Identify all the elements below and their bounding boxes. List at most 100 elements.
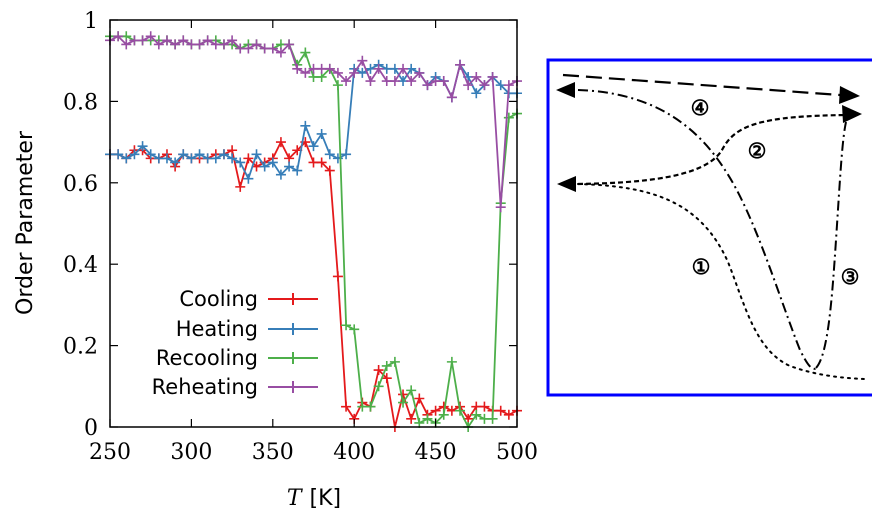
data-point-heating <box>137 141 148 152</box>
data-point-reheating <box>243 43 254 54</box>
data-point-heating <box>178 149 189 160</box>
data-point-cooling <box>275 137 286 148</box>
x-tick-label: 350 <box>252 440 294 465</box>
data-point-heating <box>267 157 278 168</box>
legend-marker-cooling <box>287 293 299 305</box>
data-point-recooling <box>300 47 311 58</box>
data-point-heating <box>251 149 262 160</box>
legend-marker-heating <box>287 323 299 335</box>
legend-label-cooling: Cooling <box>179 287 258 311</box>
arrowhead-1-left <box>556 82 575 98</box>
data-point-reheating <box>365 76 376 87</box>
data-point-reheating <box>471 71 482 82</box>
y-tick-label: 0.4 <box>63 253 98 278</box>
data-point-heating <box>308 141 319 152</box>
order-parameter-chart: 250 300 350 400 450 500 0 0.2 0.4 0.6 0.8 1 Order P… <box>13 9 538 511</box>
data-point-reheating <box>178 35 189 46</box>
data-point-reheating <box>341 76 352 87</box>
data-point-heating <box>316 128 327 139</box>
legend-label-heating: Heating <box>176 317 258 341</box>
curve-1-dotted <box>577 183 865 380</box>
ticks-layer: 250 300 350 400 450 500 0 0.2 0.4 0.6 0.8 1 <box>63 9 538 465</box>
data-point-cooling <box>406 413 417 424</box>
data-point-reheating <box>414 67 425 78</box>
data-point-cooling <box>235 181 246 192</box>
data-point-recooling <box>406 385 417 396</box>
data-point-reheating <box>218 39 229 50</box>
data-point-recooling <box>332 80 343 91</box>
legend-marker-reheating <box>287 381 299 393</box>
data-point-heating <box>186 153 197 164</box>
data-point-cooling <box>341 401 352 412</box>
data-point-cooling <box>495 405 506 416</box>
data-point-heating <box>129 149 140 160</box>
data-point-cooling <box>430 405 441 416</box>
x-tick-label: 300 <box>170 440 212 465</box>
data-point-heating <box>161 153 172 164</box>
curve-3-dashdot <box>815 121 847 369</box>
data-point-recooling <box>365 401 376 412</box>
data-point-reheating <box>495 202 506 213</box>
curve-label-3: ③ <box>841 264 860 289</box>
data-point-heating <box>292 165 303 176</box>
legend-marker-recooling <box>287 352 299 364</box>
data-point-recooling <box>455 405 466 416</box>
data-point-reheating <box>113 31 124 42</box>
data-point-reheating <box>121 39 132 50</box>
data-point-recooling <box>349 324 360 335</box>
arrowhead-2-right <box>842 105 862 123</box>
x-tick-label: 250 <box>89 440 131 465</box>
series-line-reheating <box>109 35 518 208</box>
data-point-recooling <box>471 409 482 420</box>
data-point-reheating <box>292 63 303 74</box>
data-point-reheating <box>446 92 457 103</box>
data-point-recooling <box>503 112 514 123</box>
data-point-heating <box>227 153 238 164</box>
data-point-heating <box>324 149 335 160</box>
data-point-reheating <box>389 76 400 87</box>
y-tick-label: 0.8 <box>63 90 98 115</box>
data-point-recooling <box>446 356 457 367</box>
data-point-recooling <box>341 320 352 331</box>
data-point-recooling <box>422 413 433 424</box>
data-point-reheating <box>267 43 278 54</box>
y-tick-label: 1 <box>84 9 98 34</box>
y-tick-label: 0.6 <box>63 172 98 197</box>
data-point-recooling <box>373 381 384 392</box>
data-point-reheating <box>503 80 514 91</box>
data-point-reheating <box>284 39 295 50</box>
data-point-heating <box>341 149 352 160</box>
data-point-recooling <box>389 356 400 367</box>
data-point-cooling <box>373 365 384 376</box>
legend: Cooling Heating Recooling Reheating <box>152 287 318 399</box>
data-point-cooling <box>324 165 335 176</box>
data-point-cooling <box>243 153 254 164</box>
data-point-cooling <box>381 373 392 384</box>
x-axis-title: T [K] <box>287 486 341 511</box>
data-point-heating <box>218 149 229 160</box>
data-point-heating <box>121 153 132 164</box>
x-axis-variable: T <box>287 486 304 511</box>
data-point-reheating <box>487 71 498 82</box>
curve-4-longdash <box>562 73 841 97</box>
plot-frame <box>109 19 518 428</box>
data-point-reheating <box>332 67 343 78</box>
x-tick-label: 450 <box>415 440 457 465</box>
data-point-heating <box>210 153 221 164</box>
series-layer <box>105 31 522 432</box>
x-tick-label: 500 <box>496 440 538 465</box>
data-point-recooling <box>487 413 498 424</box>
schematic-diagram: ① ② ③ ④ <box>546 58 872 397</box>
data-point-recooling <box>381 360 392 371</box>
data-point-reheating <box>422 80 433 91</box>
data-point-heating <box>471 88 482 99</box>
data-point-cooling <box>332 271 343 282</box>
data-point-heating <box>259 161 270 172</box>
data-point-reheating <box>202 35 213 46</box>
data-point-heating <box>300 120 311 131</box>
data-point-reheating <box>406 76 417 87</box>
data-point-cooling <box>503 409 514 420</box>
data-point-reheating <box>479 80 490 91</box>
arrowhead-2-left <box>557 176 576 192</box>
